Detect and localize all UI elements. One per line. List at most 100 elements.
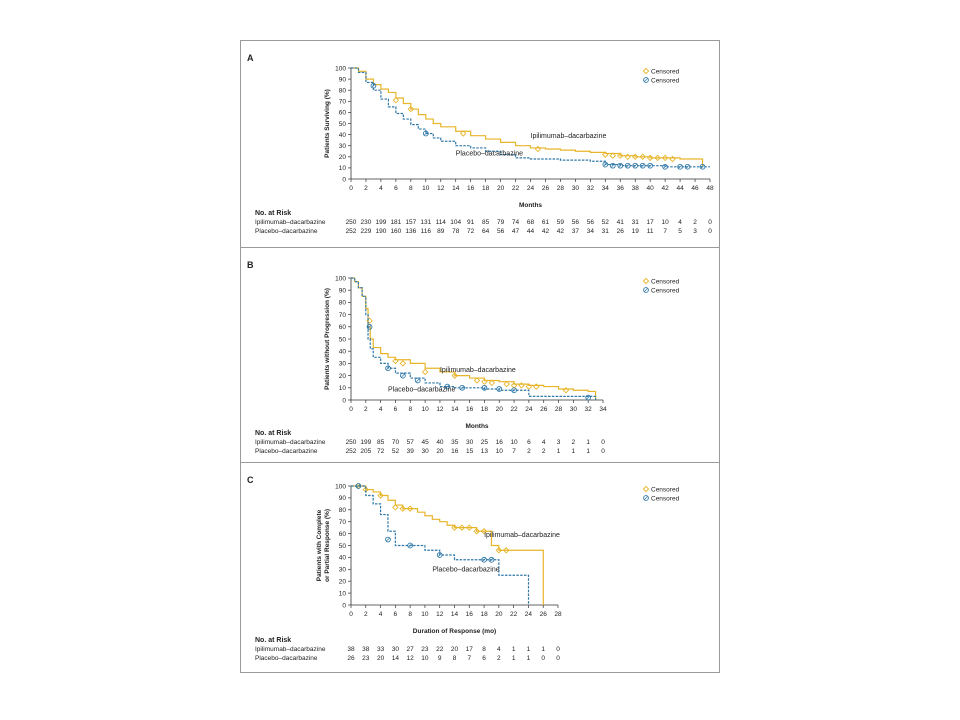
legend-marker-b-placebo-slash xyxy=(644,288,648,292)
censor-mark-a-placebo-5-slash xyxy=(625,163,630,168)
x-tick-label-a-2: 2 xyxy=(364,185,368,192)
censor-mark-c-ipilimumab-5 xyxy=(406,505,414,512)
x-tick-label-a-42: 42 xyxy=(662,185,670,192)
censor-mark-a-placebo-9-slash xyxy=(663,164,667,169)
y-tick-label-b-50: 50 xyxy=(339,336,347,343)
legend-marker-a-placebo-slash xyxy=(644,78,648,82)
x-tick-label-b-6: 6 xyxy=(394,406,398,413)
censor-mark-b-ipilimumab-10 xyxy=(518,382,525,389)
censor-mark-c-ipilimumab-3 xyxy=(392,504,399,511)
survival-chart-a: A0 2 4 6 8 10 12 14 16 18 20 22 24 26 28 30 32 34 36 38 40 42… xyxy=(247,53,714,235)
y-tick-label-a-60: 60 xyxy=(339,110,347,117)
censor-mark-b-placebo-7 xyxy=(496,386,503,392)
y-tick-label-b-30: 30 xyxy=(339,361,347,368)
x-tick-label-a-40: 40 xyxy=(647,185,655,192)
censor-mark-b-ipilimumab-13 xyxy=(562,387,570,394)
y-axis-label-c-0: Patients with Complete xyxy=(316,509,323,581)
risk-value-a-0-15: 56 xyxy=(572,219,580,226)
legend-label-b-ipilimumab: Censored xyxy=(651,278,680,285)
risk-row-label-c-1: Placebo–dacarbazine xyxy=(255,655,318,662)
censor-mark-b-placebo-5-slash xyxy=(460,385,465,390)
risk-value-a-1-16: 34 xyxy=(587,228,595,235)
risk-value-c-1-3: 14 xyxy=(392,655,400,662)
y-tick-label-a-80: 80 xyxy=(339,88,347,95)
censor-mark-a-placebo-11 xyxy=(684,163,691,170)
risk-value-c-1-9: 6 xyxy=(482,655,486,662)
y-axis-label-c-1: or Partial Response (%) xyxy=(324,509,331,582)
risk-value-c-1-8: 7 xyxy=(467,655,471,662)
risk-value-a-1-20: 11 xyxy=(647,228,654,235)
risk-value-a-0-23: 2 xyxy=(693,219,697,226)
risk-value-c-1-0: 26 xyxy=(347,655,355,662)
risk-value-b-1-10: 10 xyxy=(496,448,504,455)
censor-mark-c-ipilimumab-9 xyxy=(473,527,480,535)
risk-value-a-1-3: 160 xyxy=(390,228,401,235)
risk-value-c-1-4: 12 xyxy=(407,655,415,662)
censor-mark-a-ipilimumab-5 xyxy=(609,152,617,159)
censor-mark-b-placebo-6-slash xyxy=(482,385,487,390)
panel-b: B 0 2 4 6 8 10 12 14 16 18 20 22 24 26 28 30 32 34 0 10 20 30 4… xyxy=(241,247,719,463)
risk-value-a-0-5: 131 xyxy=(420,219,431,226)
risk-value-a-1-14: 42 xyxy=(557,228,565,235)
risk-value-a-1-4: 136 xyxy=(405,228,416,235)
censor-mark-c-placebo-5 xyxy=(488,556,495,563)
risk-value-c-0-13: 1 xyxy=(541,646,545,653)
y-tick-label-c-100: 100 xyxy=(335,483,346,490)
risk-value-a-1-7: 78 xyxy=(452,228,460,235)
risk-value-a-0-7: 104 xyxy=(450,219,461,226)
risk-value-a-1-15: 37 xyxy=(572,228,580,235)
series-annotation-b-0: Ipilimumab–dacarbazine xyxy=(440,367,516,374)
risk-value-b-0-5: 45 xyxy=(422,439,430,446)
risk-value-b-0-9: 25 xyxy=(481,439,489,446)
x-tick-label-c-18: 18 xyxy=(480,611,488,618)
legend-label-b-placebo: Censored xyxy=(651,287,680,294)
x-tick-label-b-30: 30 xyxy=(570,406,578,413)
risk-value-a-1-11: 47 xyxy=(512,228,520,235)
censor-mark-a-ipilimumab-9 xyxy=(639,153,646,161)
risk-row-label-c-0: Ipilimumab–dacarbazine xyxy=(255,646,326,653)
panel-c: C 0 2 4 6 8 10 12 14 16 18 20 22 24 26 28 0 10 20 30 40 50 60 7… xyxy=(241,462,719,673)
x-tick-label-b-20: 20 xyxy=(496,406,504,413)
panel-a: A 0 2 4 6 8 10 12 14 16 18 20 22 24 26 28 30 32 34 36 38 40 42… xyxy=(241,41,719,247)
x-tick-label-c-28: 28 xyxy=(554,611,562,618)
x-tick-label-c-20: 20 xyxy=(495,611,503,618)
risk-value-c-0-14: 0 xyxy=(556,646,560,653)
series-annotation-b-1: Placebo–dacarbazine xyxy=(388,386,455,393)
x-axis-label-c: Duration of Response (mo) xyxy=(413,628,496,635)
y-tick-label-b-100: 100 xyxy=(335,275,346,282)
x-tick-label-c-2: 2 xyxy=(364,611,368,618)
risk-value-a-1-21: 7 xyxy=(663,228,667,235)
y-tick-label-c-20: 20 xyxy=(339,579,347,586)
x-tick-label-b-12: 12 xyxy=(436,406,444,413)
legend-marker-c-placebo-slash xyxy=(644,496,648,500)
censor-mark-a-ipilimumab-4 xyxy=(602,151,609,158)
risk-value-c-1-14: 0 xyxy=(556,655,560,662)
censor-mark-a-ipilimumab-13 xyxy=(669,155,676,163)
x-tick-label-c-6: 6 xyxy=(394,611,398,618)
censor-mark-a-placebo-10 xyxy=(677,163,683,170)
risk-value-a-0-21: 10 xyxy=(662,219,670,226)
risk-value-a-0-8: 91 xyxy=(467,219,475,226)
risk-value-b-1-13: 2 xyxy=(542,448,546,455)
risk-value-c-1-12: 1 xyxy=(527,655,531,662)
x-tick-label-a-14: 14 xyxy=(452,185,460,192)
risk-value-a-0-3: 181 xyxy=(390,219,401,226)
risk-value-b-0-8: 30 xyxy=(466,439,474,446)
y-tick-label-b-60: 60 xyxy=(339,324,347,331)
censor-mark-b-placebo-8 xyxy=(511,387,517,394)
x-tick-label-a-20: 20 xyxy=(497,185,505,192)
x-tick-label-c-16: 16 xyxy=(466,611,474,618)
censor-mark-a-placebo-9 xyxy=(662,163,668,170)
censor-mark-b-placebo-2 xyxy=(400,372,406,379)
x-tick-label-a-28: 28 xyxy=(557,185,565,192)
risk-value-c-0-11: 1 xyxy=(512,646,516,653)
risk-value-c-0-8: 17 xyxy=(466,646,474,653)
legend-marker-c-ipilimumab xyxy=(642,485,650,493)
legend-label-a-ipilimumab: Censored xyxy=(651,68,680,75)
censor-mark-a-placebo-7 xyxy=(639,162,646,169)
risk-value-a-1-5: 116 xyxy=(421,228,432,235)
x-tick-label-c-0: 0 xyxy=(349,611,353,618)
risk-value-b-1-11: 7 xyxy=(512,448,516,455)
panel-letter-b: B xyxy=(247,260,254,270)
risk-value-b-0-7: 35 xyxy=(451,439,459,446)
